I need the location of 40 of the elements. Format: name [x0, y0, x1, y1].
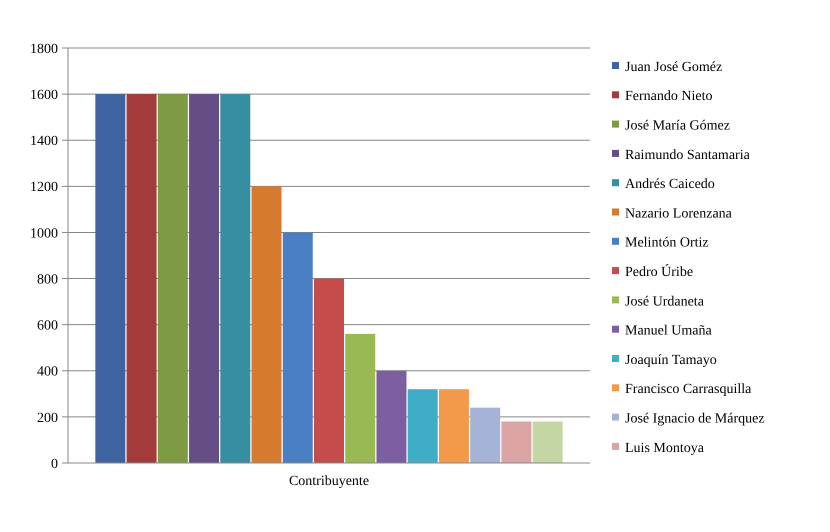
bar [438, 389, 469, 463]
legend-label: Melintón Ortiz [625, 236, 709, 251]
legend-label: Juan José Goméz [625, 60, 722, 75]
y-tick-label: 1400 [30, 134, 58, 150]
y-tick-label: 200 [37, 410, 58, 426]
y-tick-label: 1000 [30, 226, 58, 242]
bar [220, 94, 250, 463]
y-tick-label: 1600 [30, 88, 58, 104]
legend-label: José Urdaneta [625, 294, 705, 310]
y-tick-label: 0 [51, 456, 58, 472]
legend-label: Raimundo Santamaria [625, 148, 751, 163]
bar [282, 232, 313, 463]
legend-label: Pedro Úribe [625, 263, 694, 280]
bar [532, 422, 563, 463]
bar [314, 278, 344, 463]
legend-label: Nazario Lorenzana [625, 206, 733, 222]
y-tick-label: 1200 [30, 180, 58, 196]
legend-label: Francisco Carrasquilla [625, 382, 752, 398]
y-tick-label: 1800 [30, 42, 58, 57]
bar [408, 389, 438, 463]
x-tick-label: Contribuyente [288, 474, 370, 489]
y-tick-label: 800 [37, 272, 58, 288]
legend-label: José María Gómez [625, 118, 730, 134]
bar [376, 370, 406, 463]
legend-label: Fernando Nieto [625, 89, 712, 104]
legend-label: Luis Montoya [625, 440, 705, 456]
y-tick-label: 400 [37, 364, 58, 380]
legend-label: Andrés Caicedo [625, 177, 715, 192]
bar [126, 94, 157, 463]
legend-label: Joaquín Tamayo [625, 352, 717, 368]
bar [345, 334, 376, 463]
bar [470, 408, 500, 463]
y-tick-label: 600 [37, 318, 58, 334]
legend-label: Manuel Umaña [625, 324, 712, 339]
bar [252, 186, 282, 463]
bar [158, 94, 188, 463]
bar [501, 422, 532, 463]
legend-label: José Ignacio de Márquez [625, 412, 765, 426]
bar [95, 94, 126, 463]
bar [189, 94, 220, 463]
